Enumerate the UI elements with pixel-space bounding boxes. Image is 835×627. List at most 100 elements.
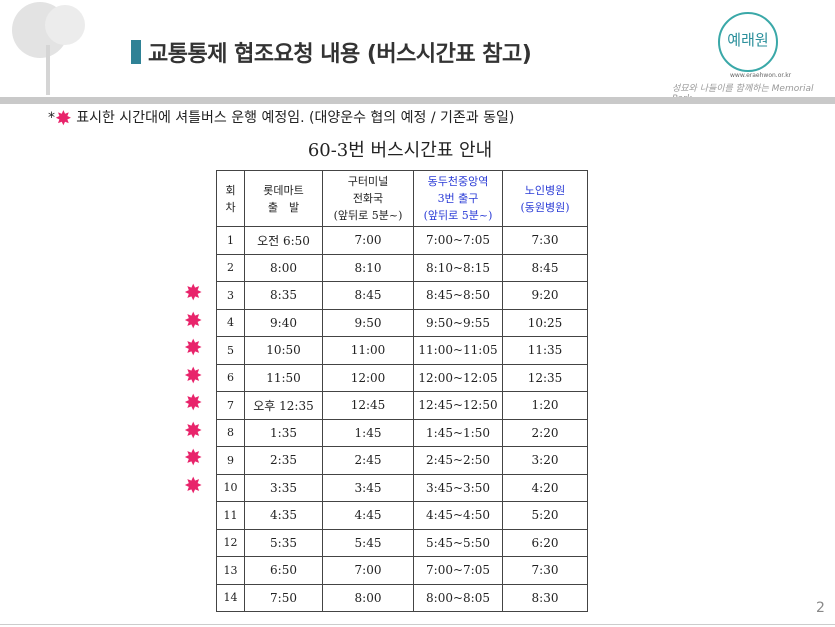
bus-schedule-table: 회 차롯데마트 출 발구터미널 전화국 (앞뒤로 5분~)동두천중앙역 3번 출… [216,170,588,612]
table-cell: 8:45 [503,254,588,282]
table-cell: 8:35 [245,282,323,310]
table-row: 125:355:455:45~5:506:20 [217,529,588,557]
table-cell: 8:10~8:15 [414,254,503,282]
table-cell: 7 [217,392,245,420]
table-cell: 10 [217,474,245,502]
shuttle-star-icon: ✸ [184,446,202,471]
table-cell: 2:35 [245,447,323,475]
table-cell: 7:00 [323,557,414,585]
column-header: 롯데마트 출 발 [245,171,323,227]
table-cell: 14 [217,584,245,612]
table-cell: 6:50 [245,557,323,585]
table-cell: 12:45 [323,392,414,420]
table-cell: 9 [217,447,245,475]
table-cell: 1:45~1:50 [414,419,503,447]
table-cell: 11:00~11:05 [414,337,503,365]
footer-divider [0,624,835,625]
shuttle-star-icon: ✸ [184,391,202,416]
table-cell: 12:45~12:50 [414,392,503,420]
page-number: 2 [816,600,825,616]
shuttle-star-icon: ✸ [184,281,202,306]
table-cell: 9:50 [323,309,414,337]
column-header: 회 차 [217,171,245,227]
title-marker [131,40,141,64]
table-row: 114:354:454:45~4:505:20 [217,502,588,530]
table-cell: 6 [217,364,245,392]
table-cell: 12:00~12:05 [414,364,503,392]
table-cell: 8:45~8:50 [414,282,503,310]
table-cell: 8:00 [323,584,414,612]
table-cell: 13 [217,557,245,585]
table-cell: 8:45 [323,282,414,310]
table-cell: 12:00 [323,364,414,392]
table-row: 7오후 12:3512:4512:45~12:501:20 [217,392,588,420]
shuttle-star-icon: ✸ [184,419,202,444]
table-cell: 12:35 [503,364,588,392]
table-row: 611:5012:0012:00~12:0512:35 [217,364,588,392]
shuttle-star-icon: ✸ [184,364,202,389]
table-row: 510:5011:0011:00~11:0511:35 [217,337,588,365]
table-cell: 3:45~3:50 [414,474,503,502]
table-cell: 10:50 [245,337,323,365]
table-cell: 7:00~7:05 [414,227,503,255]
table-cell: 4 [217,309,245,337]
table-cell: 11:35 [503,337,588,365]
table-cell: 9:20 [503,282,588,310]
table-row: 136:507:007:00~7:057:30 [217,557,588,585]
table-cell: 2:45 [323,447,414,475]
table-cell: 5:45 [323,529,414,557]
table-cell: 3 [217,282,245,310]
shuttle-star-icon: ✸ [184,309,202,334]
table-cell: 8:00~8:05 [414,584,503,612]
table-row: 147:508:008:00~8:058:30 [217,584,588,612]
table-cell: 7:50 [245,584,323,612]
table-cell: 4:45 [323,502,414,530]
table-cell: 12 [217,529,245,557]
table-cell: 4:45~4:50 [414,502,503,530]
note-text: 표시한 시간대에 셔틀버스 운행 예정임. (대양운수 협의 예정 / 기존과 … [76,110,514,126]
table-row: 1오전 6:507:007:00~7:057:30 [217,227,588,255]
table-cell: 5:20 [503,502,588,530]
table-cell: 3:45 [323,474,414,502]
table-row: 38:358:458:45~8:509:20 [217,282,588,310]
table-cell: 11:00 [323,337,414,365]
table-cell: 오전 6:50 [245,227,323,255]
table-cell: 9:40 [245,309,323,337]
table-cell: 11 [217,502,245,530]
table-cell: 1:45 [323,419,414,447]
table-cell: 8:00 [245,254,323,282]
shuttle-star-icon: ✸ [184,336,202,361]
table-cell: 7:00~7:05 [414,557,503,585]
table-cell: 11:50 [245,364,323,392]
table-cell: 1:35 [245,419,323,447]
table-cell: 4:20 [503,474,588,502]
note-prefix: * [48,110,55,126]
schedule-title: 60-3번 버스시간표 안내 [0,136,800,162]
table-cell: 6:20 [503,529,588,557]
shuttle-star-icon: ✸ [184,474,202,499]
table-cell: 5 [217,337,245,365]
table-cell: 2 [217,254,245,282]
table-cell: 오후 12:35 [245,392,323,420]
table-cell: 7:30 [503,557,588,585]
table-cell: 7:00 [323,227,414,255]
table-cell: 1 [217,227,245,255]
table-cell: 7:30 [503,227,588,255]
table-cell: 5:45~5:50 [414,529,503,557]
tree-decoration-icon [0,0,100,95]
table-cell: 10:25 [503,309,588,337]
column-header: 구터미널 전화국 (앞뒤로 5분~) [323,171,414,227]
table-row: 92:352:452:45~2:503:20 [217,447,588,475]
logo: 예래원 [718,12,778,72]
table-cell: 8 [217,419,245,447]
table-cell: 2:45~2:50 [414,447,503,475]
column-header: 노인병원 (동원병원) [503,171,588,227]
table-row: 103:353:453:45~3:504:20 [217,474,588,502]
table-row: 81:351:451:45~1:502:20 [217,419,588,447]
table-cell: 3:35 [245,474,323,502]
table-cell: 8:10 [323,254,414,282]
table-cell: 4:35 [245,502,323,530]
table-cell: 1:20 [503,392,588,420]
table-cell: 9:50~9:55 [414,309,503,337]
table-row: 28:008:108:10~8:158:45 [217,254,588,282]
